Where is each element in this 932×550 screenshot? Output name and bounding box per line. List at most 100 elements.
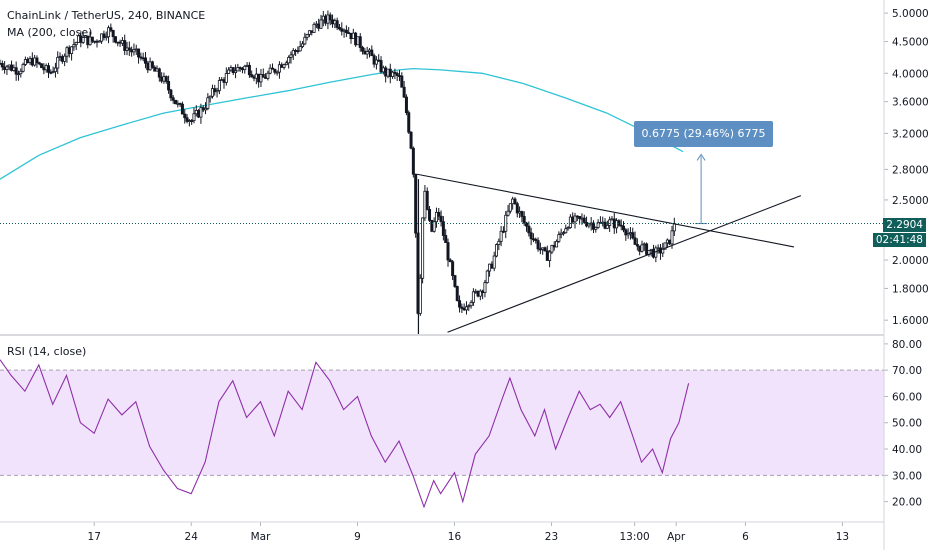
candle-body	[400, 75, 404, 88]
candle-body	[107, 27, 111, 38]
chart-title[interactable]: ChainLink / TetherUS, 240, BINANCE	[7, 9, 206, 22]
candle-body	[379, 60, 383, 73]
candle-body	[277, 64, 281, 73]
time-tick-label: 24	[185, 531, 199, 543]
price-tick-label: 2.8000	[892, 164, 929, 176]
candle-body	[252, 76, 256, 79]
candle-body	[398, 75, 402, 77]
rsi-tick-label: 30.00	[892, 470, 922, 482]
candle-body	[10, 64, 14, 71]
candle-body	[344, 29, 348, 34]
candle-body	[511, 198, 515, 205]
price-tick-label: 3.2000	[892, 128, 929, 140]
candle-body	[518, 211, 522, 214]
candle-body	[591, 222, 595, 230]
candle-body	[183, 113, 187, 119]
candle-body	[254, 73, 258, 79]
candle-body	[615, 220, 619, 229]
candle-body	[441, 221, 445, 236]
candle-body	[633, 237, 637, 245]
candle-body	[324, 15, 328, 24]
candle-body	[12, 67, 16, 71]
candle-body	[289, 54, 293, 58]
ma-200-polyline	[0, 67, 684, 180]
candle-body	[273, 68, 277, 73]
candle-body	[451, 261, 455, 276]
candle-body	[404, 96, 408, 114]
candle-body	[46, 65, 50, 73]
candle-body	[347, 32, 351, 35]
candle-body	[65, 47, 69, 57]
candle-body	[16, 73, 20, 76]
candle-body	[5, 66, 9, 71]
candle-body	[93, 40, 97, 43]
candle-body	[363, 50, 367, 55]
candle-body	[120, 40, 124, 44]
candle-body	[421, 217, 425, 279]
candle-body	[14, 67, 18, 75]
candle-body	[481, 290, 485, 294]
ma-legend[interactable]: MA (200, close)	[7, 26, 93, 39]
candle-body	[605, 224, 609, 229]
candle-body	[127, 47, 131, 51]
candle-body	[506, 210, 510, 216]
candle-body	[568, 216, 572, 228]
candle-body	[104, 36, 108, 39]
candle-body	[178, 102, 182, 105]
candle-body	[538, 248, 542, 251]
ma-200-line	[0, 67, 684, 180]
candle-body	[174, 99, 178, 105]
candle-body	[111, 29, 115, 38]
candle-body	[340, 28, 344, 32]
candle-body	[213, 88, 217, 93]
candle-body	[143, 57, 147, 64]
candle-body	[425, 190, 429, 210]
candle-body	[559, 232, 563, 235]
time-axis[interactable]: 17 24 Mar 9 16 23 13:00 Apr 6 13	[88, 522, 850, 543]
rsi-legend[interactable]: RSI (14, close)	[7, 345, 87, 358]
price-axis[interactable]: 5.0000 4.5000 4.0000 3.6000 3.2000 2.8000 2.50…	[884, 8, 929, 509]
candle-body	[37, 62, 41, 65]
time-tick-label: Mar	[251, 531, 271, 543]
candle-body	[365, 51, 369, 55]
candle-body	[594, 227, 598, 230]
candle-body	[199, 107, 203, 118]
candle-body	[541, 247, 545, 250]
candle-body	[552, 244, 556, 248]
candle-body	[663, 242, 667, 250]
time-tick-label: 9	[354, 531, 361, 543]
measure-label[interactable]: 0.6775 (29.46%) 6775	[634, 121, 773, 147]
candle-body	[164, 76, 168, 82]
triangle-trendlines[interactable]	[416, 173, 802, 333]
candle-body	[215, 90, 219, 93]
candle-body	[561, 232, 565, 235]
rsi-tick-label: 60.00	[892, 391, 922, 403]
candle-body	[439, 215, 443, 223]
candle-body	[638, 245, 642, 252]
candle-body	[529, 232, 533, 240]
candle-body	[608, 219, 612, 226]
candle-body	[56, 56, 60, 69]
candle-body	[575, 215, 579, 218]
candle-body	[372, 55, 376, 65]
candle-body	[555, 240, 559, 248]
candle-body	[374, 59, 378, 65]
candle-body	[35, 57, 39, 64]
candle-body	[250, 74, 254, 78]
candle-body	[527, 225, 531, 234]
candle-body	[33, 57, 37, 66]
rsi-tick-label: 80.00	[892, 339, 922, 351]
candle-body	[492, 255, 496, 269]
candle-body	[204, 107, 208, 111]
candle-body	[282, 64, 286, 68]
candle-body	[545, 250, 549, 261]
candle-body	[298, 46, 302, 52]
candle-body	[229, 67, 233, 71]
candle-body	[520, 211, 524, 217]
candle-body	[453, 275, 457, 287]
price-tick-label: 2.5000	[892, 195, 929, 207]
candle-body	[668, 239, 672, 245]
candle-body	[548, 251, 552, 261]
candle-body	[301, 43, 305, 47]
